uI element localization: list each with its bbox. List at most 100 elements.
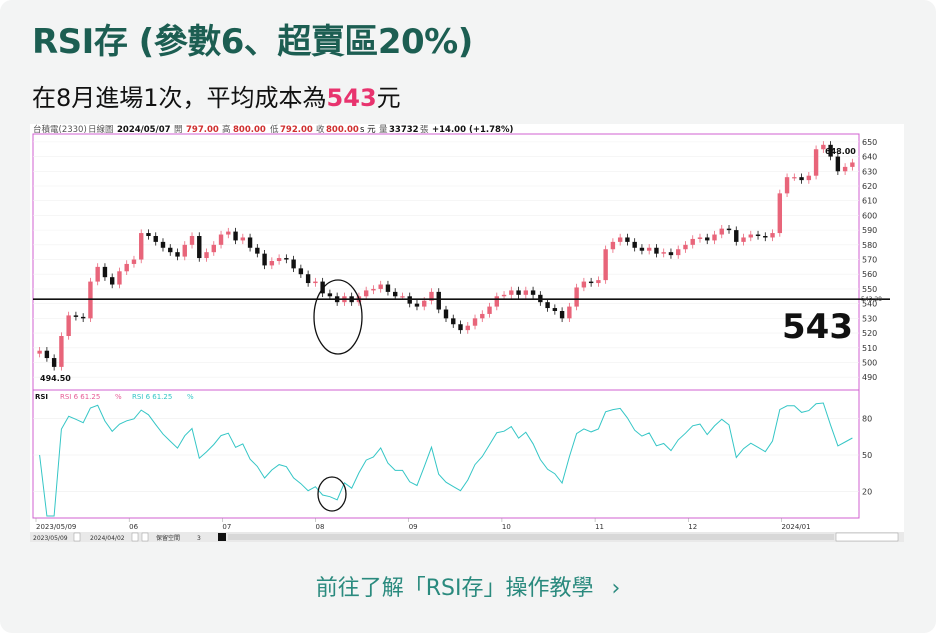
- change-value: +14.00 (+1.78%): [432, 125, 513, 135]
- bottom-toolbar: 2023/05/09 2024/04/02 保留空間 3: [30, 532, 904, 542]
- candle-body: [821, 144, 826, 150]
- candle-body: [690, 238, 695, 245]
- candle-body: [298, 268, 304, 275]
- candle-body: [530, 290, 536, 295]
- candle-body: [806, 175, 812, 181]
- price-tick-label: 570: [862, 256, 877, 265]
- close-value: 800.00: [326, 125, 359, 135]
- candle-body: [189, 236, 195, 245]
- candle-body: [625, 237, 630, 242]
- candle-body: [501, 294, 507, 297]
- candle-body: [95, 266, 100, 282]
- candle-body: [451, 318, 456, 325]
- scrollbar-track[interactable]: [228, 534, 834, 540]
- time-tick-label: 07: [222, 523, 231, 531]
- candle-body: [139, 233, 144, 260]
- tutorial-link[interactable]: 前往了解「RSI存」操作教學 ›: [0, 570, 936, 602]
- candle-body: [755, 234, 761, 236]
- candle-body: [574, 287, 579, 307]
- candle-body: [436, 291, 441, 310]
- time-tick-label: 09: [409, 523, 418, 531]
- time-tick-label: 08: [316, 523, 325, 531]
- high-label: 高: [222, 124, 231, 135]
- candle-body: [763, 236, 768, 238]
- candle-body: [146, 233, 151, 236]
- subtitle-suffix: 元: [376, 84, 401, 112]
- rsi-tick-label: 50: [862, 451, 872, 460]
- candle-body: [632, 241, 637, 248]
- time-tick-label: 06: [129, 523, 138, 531]
- candle-body: [639, 247, 645, 251]
- candle-body: [363, 290, 369, 297]
- time-axis: 2023/05/09 06 07 08 09 10 11 12 2024/01: [35, 518, 811, 531]
- zoom-controls[interactable]: [835, 532, 899, 542]
- candle-body: [458, 324, 463, 331]
- candle-body: [472, 318, 478, 326]
- price-panel-frame: [32, 133, 860, 391]
- rsi-cyan-pct: %: [187, 393, 194, 401]
- chart-svg: 台積電(2330) 日線圖 2024/05/07 開 797.00 高 800.…: [30, 124, 904, 542]
- price-tick-label: 530: [862, 314, 877, 323]
- candle-body: [313, 281, 318, 284]
- candle-body: [262, 253, 267, 266]
- period-label: 日線圖: [88, 124, 114, 135]
- quote-date: 2024/05/07: [117, 125, 171, 135]
- page-title: RSI存 (參數6、超賣區20%): [32, 22, 473, 62]
- candle-body: [269, 261, 275, 266]
- candle-body: [683, 244, 688, 250]
- candle-body: [291, 259, 296, 269]
- price-tick-label: 510: [862, 344, 877, 353]
- candle-body: [784, 177, 790, 194]
- card-tab: [0, 0, 500, 60]
- candle-body: [276, 258, 282, 261]
- candle-body: [850, 162, 855, 167]
- stock-name: 台積電(2330): [33, 124, 87, 135]
- candle-body: [748, 234, 753, 238]
- candle-body: [726, 228, 732, 231]
- candle-body: [516, 290, 521, 295]
- entry-circle-rsi: [317, 476, 347, 512]
- candle-body: [422, 300, 427, 307]
- candle-body: [37, 350, 42, 354]
- cost-line-small-label: 543.28: [861, 296, 882, 303]
- rsi-grid: [33, 418, 859, 492]
- candlestick-series: [37, 141, 855, 371]
- range-start-picker[interactable]: [73, 532, 81, 542]
- cost-line-label: 543: [782, 307, 853, 347]
- time-tick-label: 2024/01: [781, 523, 810, 531]
- high-value: 800.00: [233, 125, 266, 135]
- price-tick-label: 500: [862, 358, 877, 367]
- scroll-left-button[interactable]: [218, 533, 226, 541]
- candle-body: [305, 274, 311, 284]
- subtitle: 在8月進場1次，平均成本為543元: [32, 78, 401, 113]
- candle-body: [153, 236, 158, 242]
- range-apply-checkbox[interactable]: [141, 532, 149, 542]
- candle-body: [80, 316, 86, 319]
- rsi-panel-frame: [32, 389, 860, 519]
- candle-body: [168, 247, 173, 253]
- candle-body: [792, 177, 797, 179]
- candle-body: [117, 271, 122, 285]
- price-tick-label: 650: [862, 138, 877, 147]
- subtitle-text: 在8月進場1次，平均成本為: [32, 84, 327, 112]
- candle-body: [414, 303, 420, 307]
- candle-body: [480, 313, 485, 319]
- candle-body: [523, 290, 529, 295]
- candle-body: [487, 306, 492, 314]
- candle-body: [371, 288, 376, 291]
- price-tick-label: 490: [862, 373, 877, 382]
- rsi-pink-legend: RSI 6 61.25: [60, 393, 100, 401]
- candle-body: [160, 241, 166, 248]
- price-tick-label: 520: [862, 329, 877, 338]
- candle-body: [494, 296, 499, 307]
- rsi-cyan-legend: RSI 6 61.25: [132, 393, 172, 401]
- candle-body: [393, 291, 398, 297]
- rsi-legend: RSI RSI 6 61.25 % RSI 6 61.25 %: [35, 393, 194, 401]
- price-tick-label: 560: [862, 270, 877, 279]
- average-cost-value: 543: [326, 84, 377, 112]
- range-end-picker[interactable]: [131, 532, 139, 542]
- low-value: 792.00: [280, 125, 313, 135]
- candle-body: [204, 252, 209, 259]
- rsi-tick-label: 20: [862, 488, 872, 497]
- candle-body: [102, 266, 108, 278]
